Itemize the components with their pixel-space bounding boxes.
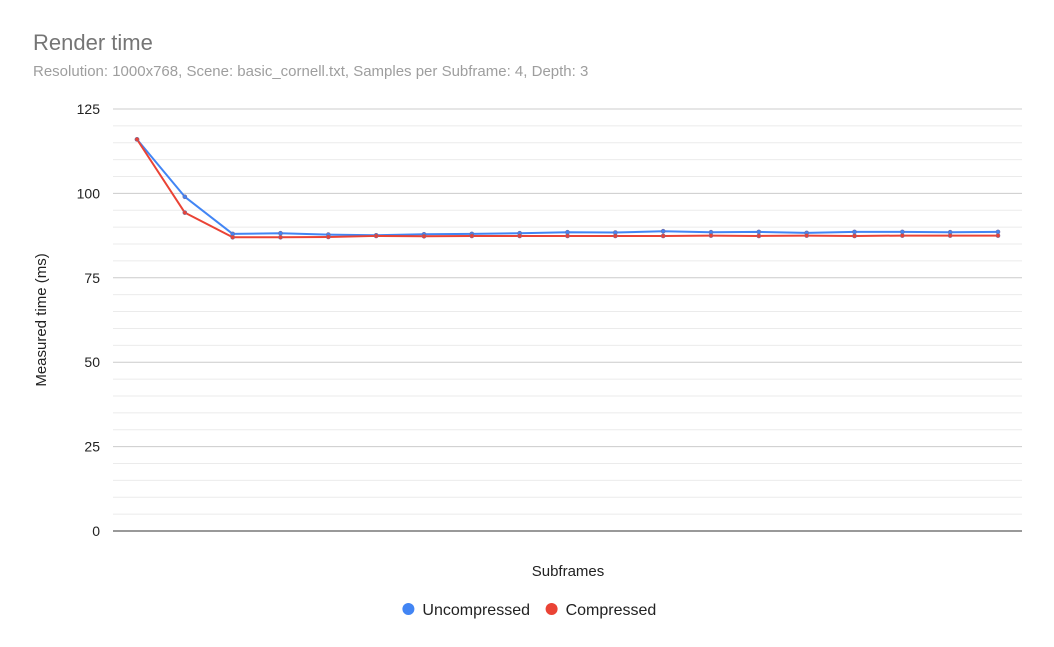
- data-point-compressed: [708, 233, 714, 238]
- data-point-compressed: [995, 233, 1001, 238]
- data-point-compressed: [517, 233, 522, 239]
- data-point-compressed: [613, 233, 618, 239]
- legend-label-compressed: Compressed: [566, 602, 657, 619]
- data-point-compressed: [900, 233, 905, 238]
- data-point-uncompressed: [995, 229, 1001, 235]
- y-tick-label: 100: [77, 185, 101, 201]
- gridlines: [113, 108, 1022, 532]
- y-tick-label: 125: [77, 101, 101, 117]
- legend-marker-uncompressed: [402, 603, 415, 615]
- data-point-compressed: [421, 233, 427, 239]
- series-lines: [134, 137, 1001, 240]
- y-tick-label: 50: [84, 354, 100, 370]
- chart-subtitle: Resolution: 1000x768, Scene: basic_corne…: [33, 63, 588, 80]
- data-point-compressed: [756, 233, 762, 239]
- data-point-compressed: [182, 210, 188, 215]
- chart-title: Render time: [33, 30, 153, 55]
- legend-marker-compressed: [545, 603, 558, 615]
- data-point-compressed: [326, 234, 331, 240]
- data-point-compressed: [134, 137, 140, 142]
- data-point-compressed: [852, 233, 857, 239]
- series-line-compressed: [136, 138, 998, 239]
- data-point-compressed: [660, 233, 666, 239]
- y-axis-title: Measured time (ms): [33, 253, 50, 386]
- data-point-compressed: [373, 233, 379, 239]
- data-point-compressed: [947, 233, 953, 238]
- data-point-uncompressed: [182, 194, 188, 200]
- data-point-uncompressed: [756, 229, 762, 235]
- y-tick-label: 75: [84, 270, 100, 286]
- y-tick-label: 0: [92, 523, 100, 539]
- data-point-compressed: [230, 234, 235, 240]
- data-point-uncompressed: [565, 229, 570, 235]
- legend-label-uncompressed: Uncompressed: [422, 602, 530, 619]
- data-point-compressed: [565, 233, 570, 239]
- y-axis-ticks: 0 25 50 75 100 125: [77, 101, 101, 539]
- data-point-uncompressed: [660, 228, 666, 234]
- data-point-uncompressed: [278, 230, 283, 236]
- data-point-uncompressed: [900, 229, 905, 235]
- data-point-uncompressed: [852, 229, 857, 235]
- data-point-compressed: [278, 234, 283, 240]
- data-point-compressed: [804, 233, 809, 238]
- series-line-uncompressed: [136, 138, 999, 237]
- y-tick-label: 25: [84, 439, 100, 455]
- legend: Uncompressed Compressed: [402, 602, 656, 619]
- x-axis-title: Subframes: [532, 563, 605, 580]
- data-point-compressed: [469, 233, 475, 239]
